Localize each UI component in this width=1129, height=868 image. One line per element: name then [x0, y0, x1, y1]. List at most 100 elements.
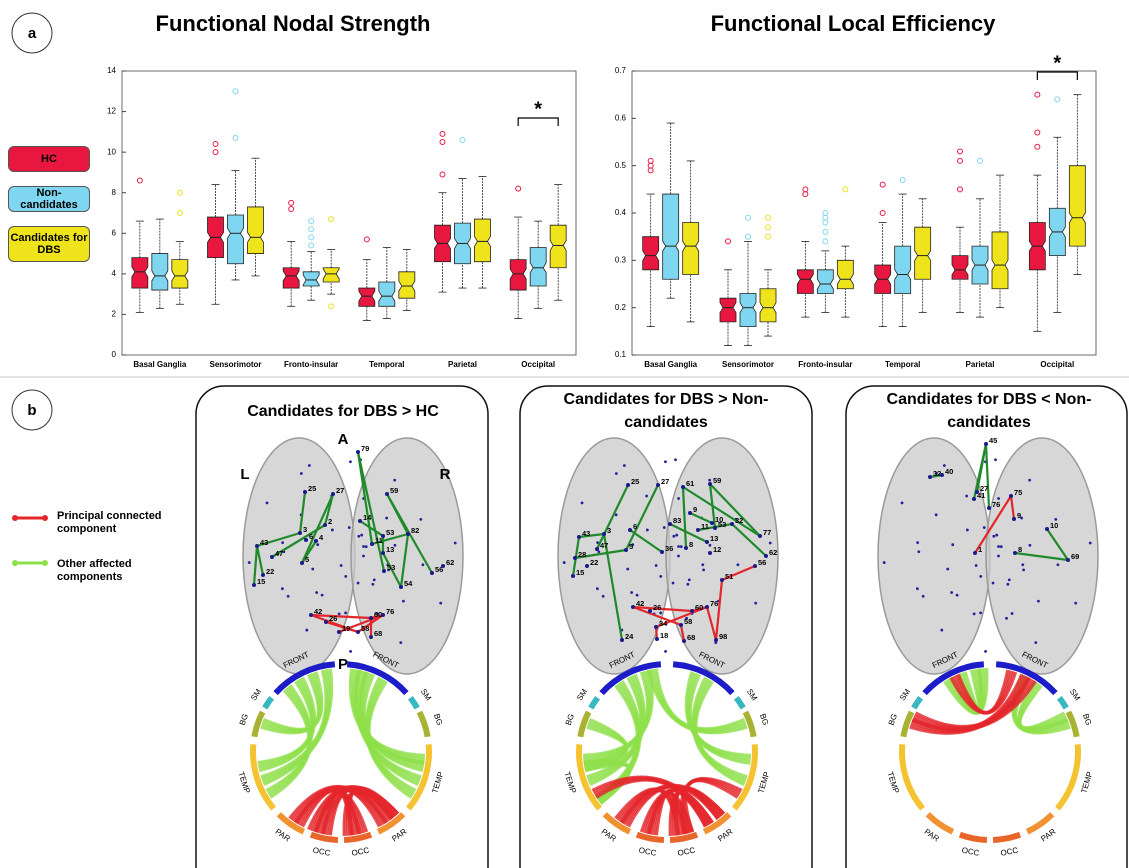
node-label: 53 — [718, 520, 726, 529]
x-tick-label: Occipital — [1040, 360, 1074, 369]
box — [379, 282, 395, 306]
chord-arc — [993, 835, 1020, 840]
node-label: 98 — [719, 632, 727, 641]
orientation-label: P — [338, 656, 348, 673]
brain-node — [965, 495, 968, 498]
box — [760, 289, 776, 322]
chord-label: BG — [564, 713, 576, 727]
node-label: 22 — [590, 558, 598, 567]
node-label: 13 — [710, 534, 718, 543]
network-node — [337, 630, 341, 634]
outlier — [958, 158, 963, 163]
chord-label: OCC — [677, 846, 696, 858]
box — [475, 219, 491, 262]
box — [510, 260, 526, 290]
node-label: 43 — [582, 529, 590, 538]
network-node — [430, 571, 434, 575]
brain-node — [1089, 542, 1092, 545]
network-node — [708, 551, 712, 555]
brain-node — [1005, 617, 1008, 620]
brain-node — [373, 578, 376, 581]
outlier — [213, 150, 218, 155]
box — [303, 272, 319, 286]
node-label: 26 — [653, 603, 661, 612]
brain-node — [917, 550, 920, 553]
y-tick-label: 0.4 — [615, 208, 627, 217]
brain-node — [675, 534, 678, 537]
node-label: 41 — [977, 491, 985, 500]
outlier — [958, 149, 963, 154]
brain-node — [596, 587, 599, 590]
box — [817, 270, 833, 294]
network-legend-dot — [12, 515, 18, 521]
plot-frame — [632, 71, 1096, 355]
brain-node — [399, 641, 402, 644]
network-node — [381, 613, 385, 617]
chord-label: TEMP — [430, 771, 445, 795]
plot-frame — [122, 71, 576, 355]
network-node — [602, 532, 606, 536]
outlier — [289, 200, 294, 205]
brain-node — [626, 568, 629, 571]
brain-node — [563, 561, 566, 564]
box — [915, 227, 931, 279]
brain-node — [281, 587, 284, 590]
box — [895, 246, 911, 293]
network-node — [585, 564, 589, 568]
network-node — [255, 544, 259, 548]
outlier — [329, 217, 334, 222]
brain-node — [421, 563, 424, 566]
outlier — [233, 89, 238, 94]
node-label: 45 — [989, 436, 997, 445]
node-label: 76 — [710, 599, 718, 608]
box — [228, 215, 244, 264]
node-label: 59 — [713, 476, 721, 485]
brain-node — [966, 529, 969, 532]
brain-node — [344, 575, 347, 578]
chart-title: Functional Nodal Strength — [156, 11, 431, 36]
chord-label: OCC — [351, 846, 370, 858]
outlier — [329, 304, 334, 309]
network-node — [648, 609, 652, 613]
node-label: 69 — [1071, 552, 1079, 561]
node-label: 60 — [695, 603, 703, 612]
x-tick-label: Parietal — [966, 360, 995, 369]
brain-node — [581, 501, 584, 504]
brain-node — [946, 568, 949, 571]
node-label: 12 — [713, 545, 721, 554]
outlier — [177, 190, 182, 195]
chord-arc — [265, 698, 272, 708]
brain-node — [1006, 583, 1009, 586]
x-tick-label: Sensorimotor — [209, 360, 261, 369]
node-label: 5 — [629, 542, 633, 551]
brain-node — [997, 555, 1000, 558]
network-node — [252, 583, 256, 587]
network-node — [1013, 551, 1017, 555]
figure-canvas: abFunctional Nodal Strength02468101214Ba… — [0, 0, 1129, 868]
brain-node — [736, 563, 739, 566]
x-tick-label: Fronto-insular — [798, 360, 852, 369]
brain-node — [992, 535, 995, 538]
box — [172, 260, 188, 288]
orientation-label: A — [338, 431, 349, 448]
x-tick-label: Sensorimotor — [722, 360, 774, 369]
network-node — [713, 526, 717, 530]
brain-node — [1000, 545, 1003, 548]
y-tick-label: 0.7 — [615, 66, 627, 75]
y-tick-label: 0.1 — [615, 350, 627, 359]
outlier — [766, 225, 771, 230]
brain-node — [688, 578, 691, 581]
chord-label: TEMP — [1079, 771, 1094, 795]
node-label: 58 — [684, 617, 692, 626]
chord-arc — [903, 712, 911, 737]
brain-node — [344, 612, 347, 615]
box — [740, 293, 756, 326]
outlier — [1035, 130, 1040, 135]
outlier — [309, 227, 314, 232]
network-legend-dot — [12, 560, 18, 566]
network-node — [385, 492, 389, 496]
node-label: 77 — [763, 528, 771, 537]
outlier — [213, 142, 218, 147]
chord-label: OCC — [961, 846, 980, 858]
brain-node — [1037, 600, 1040, 603]
